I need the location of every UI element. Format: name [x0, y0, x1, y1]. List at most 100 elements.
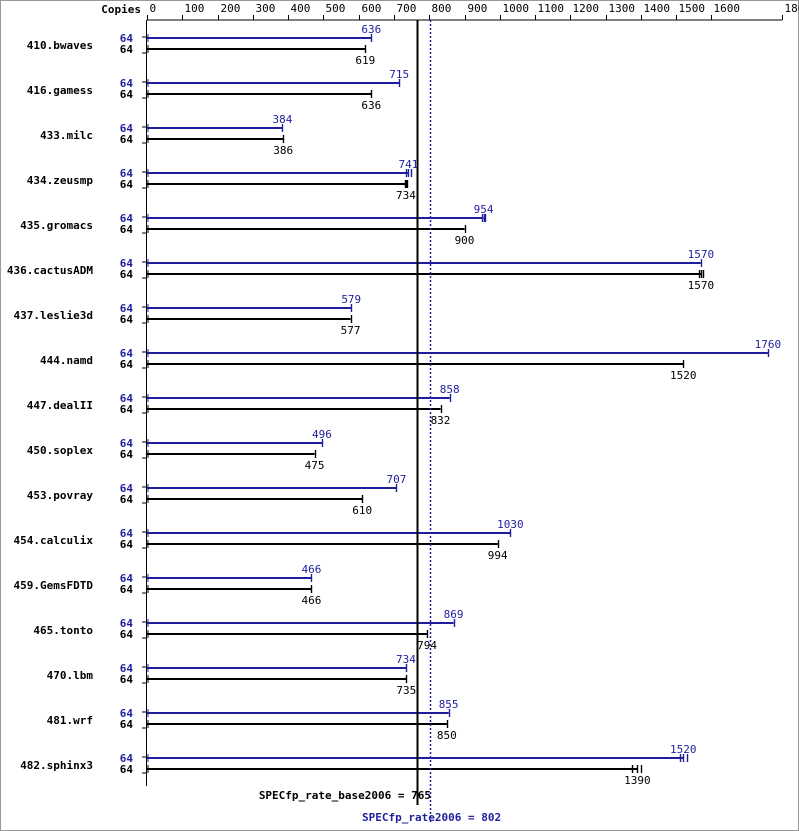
copies-header: Copies: [101, 3, 141, 16]
benchmark-name: 435.gromacs: [20, 219, 93, 232]
benchmark-name: 465.tonto: [33, 624, 93, 637]
peak-copies-label: 64: [120, 572, 134, 585]
base-value-label: 832: [431, 414, 451, 427]
benchmark-name: 481.wrf: [47, 714, 93, 727]
peak-copies-label: 64: [120, 212, 134, 225]
benchmark-row: 410.bwaves 64 636 64 619: [27, 23, 382, 67]
x-tick-label: 400: [291, 2, 311, 15]
base-value-label: 900: [455, 234, 475, 247]
base-value-label: 994: [488, 549, 508, 562]
peak-copies-label: 64: [120, 167, 134, 180]
peak-copies-label: 64: [120, 527, 134, 540]
benchmark-name: 434.zeusmp: [27, 174, 94, 187]
base-copies-label: 64: [120, 583, 134, 596]
base-copies-label: 64: [120, 673, 134, 686]
benchmark-row: 453.povray 64 707 64 610: [27, 473, 407, 517]
peak-value-label: 384: [273, 113, 293, 126]
base-copies-label: 64: [120, 178, 134, 191]
peak-copies-label: 64: [120, 752, 134, 765]
peak-copies-label: 64: [120, 437, 134, 450]
benchmark-row: 444.namd 64 1760 64 1520: [40, 338, 781, 382]
benchmark-name: 450.soplex: [27, 444, 94, 457]
x-tick-label: 1500: [679, 2, 706, 15]
benchmark-row: 482.sphinx3 64 1520 64 1390: [20, 743, 696, 787]
x-tick-label: 1400: [644, 2, 671, 15]
peak-value-label: 636: [361, 23, 381, 36]
benchmark-row: 454.calculix 64 1030 64 994: [14, 518, 524, 562]
x-tick-label: 1200: [573, 2, 600, 15]
x-tick-label: 0: [150, 2, 157, 15]
base-copies-label: 64: [120, 133, 134, 146]
base-value-label: 850: [437, 729, 457, 742]
base-value-label: 734: [396, 189, 416, 202]
base-copies-label: 64: [120, 268, 134, 281]
benchmark-row: 470.lbm 64 734 64 735: [47, 653, 417, 697]
peak-value-label: 715: [389, 68, 409, 81]
peak-value-label: 466: [301, 563, 321, 576]
peak-value-label: 858: [440, 383, 460, 396]
base-copies-label: 64: [120, 448, 134, 461]
peak-copies-label: 64: [120, 662, 134, 675]
benchmark-name: 459.GemsFDTD: [14, 579, 94, 592]
benchmark-row: 436.cactusADM 64 1570 64 1570: [7, 248, 714, 292]
peak-copies-label: 64: [120, 77, 134, 90]
peak-value-label: 579: [341, 293, 361, 306]
benchmark-name: 482.sphinx3: [20, 759, 93, 772]
base-copies-label: 64: [120, 358, 134, 371]
base-value-label: 466: [301, 594, 321, 607]
peak-reference-label: SPECfp_rate2006 = 802: [362, 811, 501, 824]
base-copies-label: 64: [120, 493, 134, 506]
x-tick-label: 1800: [785, 2, 799, 15]
x-tick-label: 300: [256, 2, 276, 15]
x-tick-label: 1600: [714, 2, 741, 15]
benchmark-name: 470.lbm: [47, 669, 94, 682]
base-copies-label: 64: [120, 223, 134, 236]
peak-value-label: 496: [312, 428, 332, 441]
peak-value-label: 954: [474, 203, 494, 216]
base-value-label: 636: [361, 99, 381, 112]
peak-value-label: 734: [396, 653, 416, 666]
x-tick-label: 1000: [503, 2, 530, 15]
peak-value-label: 869: [444, 608, 464, 621]
peak-copies-label: 64: [120, 482, 134, 495]
base-value-label: 1520: [670, 369, 697, 382]
peak-value-label: 1030: [497, 518, 524, 531]
peak-copies-label: 64: [120, 617, 134, 630]
x-tick-label: 1100: [538, 2, 565, 15]
base-value-label: 619: [355, 54, 375, 67]
x-tick-label: 1300: [609, 2, 636, 15]
benchmark-name: 447.dealII: [27, 399, 93, 412]
benchmark-row: 465.tonto 64 869 64 794: [33, 608, 463, 652]
peak-copies-label: 64: [120, 302, 134, 315]
benchmark-name: 436.cactusADM: [7, 264, 93, 277]
x-tick-label: 500: [326, 2, 346, 15]
base-copies-label: 64: [120, 88, 134, 101]
benchmark-row: 433.milc 64 384 64 386: [40, 113, 293, 157]
benchmark-name: 437.leslie3d: [14, 309, 93, 322]
base-reference-label: SPECfp_rate_base2006 = 765: [259, 789, 431, 802]
peak-copies-label: 64: [120, 122, 134, 135]
benchmark-name: 454.calculix: [14, 534, 94, 547]
benchmark-name: 453.povray: [27, 489, 94, 502]
peak-value-label: 1570: [688, 248, 715, 261]
peak-copies-label: 64: [120, 257, 134, 270]
peak-copies-label: 64: [120, 347, 134, 360]
peak-copies-label: 64: [120, 707, 134, 720]
benchmark-row: 434.zeusmp 64 741 64 734: [27, 158, 419, 202]
benchmark-row: 416.gamess 64 715 64 636: [27, 68, 409, 112]
base-value-label: 1390: [624, 774, 651, 787]
base-copies-label: 64: [120, 628, 134, 641]
x-tick-label: 200: [221, 2, 241, 15]
benchmark-name: 433.milc: [40, 129, 93, 142]
x-tick-label: 600: [362, 2, 382, 15]
peak-value-label: 741: [398, 158, 418, 171]
base-copies-label: 64: [120, 763, 134, 776]
base-value-label: 386: [273, 144, 293, 157]
x-tick-label: 100: [185, 2, 205, 15]
benchmark-row: 481.wrf 64 855 64 850: [47, 698, 459, 742]
x-tick-label: 900: [468, 2, 488, 15]
benchmark-name: 410.bwaves: [27, 39, 93, 52]
benchmark-rows: 410.bwaves 64 636 64 619 416.gamess 64 715 64 636…: [7, 23, 781, 787]
